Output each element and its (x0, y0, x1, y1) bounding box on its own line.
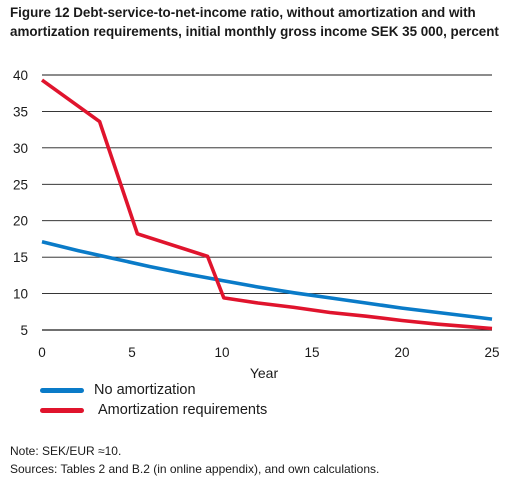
legend-label-amortization: Amortization requirements (98, 402, 268, 418)
y-tick-label-5: 5 (20, 323, 28, 338)
footnotes: Note: SEK/EUR ≈10. Sources: Tables 2 and… (10, 442, 379, 478)
y-tick-label-35: 35 (13, 104, 28, 119)
y-tick-label-25: 25 (13, 177, 28, 192)
legend-swatch-amortization (40, 407, 84, 413)
chart-title-line-1: Figure 12 Debt-service-to-net-income rat… (10, 5, 476, 20)
y-tick-label-40: 40 (13, 68, 28, 83)
legend-item-amortization: Amortization requirements (40, 400, 267, 420)
x-tick-label-15: 15 (304, 345, 319, 360)
x-tick-label-0: 0 (38, 345, 46, 360)
note-text: Note: SEK/EUR ≈10. (10, 444, 122, 458)
chart-title: Figure 12 Debt-service-to-net-income rat… (10, 3, 518, 41)
series-line-amortization-requirements (40, 78, 493, 331)
chart-title-line-2: amortization requirements, initial month… (10, 24, 499, 39)
legend-item-no-amortization: No amortization (40, 380, 267, 400)
legend-swatch-no-amortization (40, 387, 84, 393)
x-tick-label-25: 25 (484, 345, 499, 360)
legend-label-no-amortization: No amortization (94, 382, 196, 398)
y-tick-label-20: 20 (13, 214, 28, 229)
x-tick-label-20: 20 (394, 345, 409, 360)
y-tick-label-15: 15 (13, 250, 28, 265)
x-axis-title: Year (250, 365, 279, 380)
x-tick-label-10: 10 (214, 345, 229, 360)
series-line-no-amortization (41, 240, 493, 321)
y-tick-label-10: 10 (13, 287, 28, 302)
legend: No amortization Amortization requirement… (40, 380, 267, 420)
sources-text: Sources: Tables 2 and B.2 (in online app… (10, 462, 380, 476)
x-tick-label-5: 5 (128, 345, 136, 360)
y-tick-label-30: 30 (13, 141, 28, 156)
